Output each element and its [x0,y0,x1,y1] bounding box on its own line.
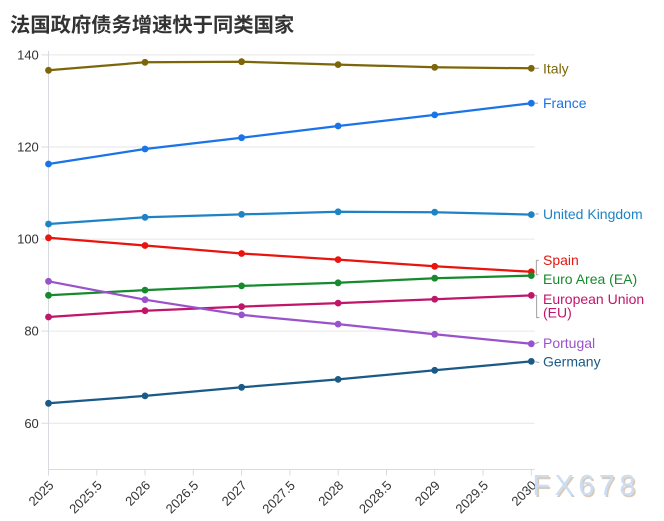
svg-text:140: 140 [17,48,39,63]
svg-text:FX678: FX678 [534,472,641,504]
svg-text:FX678: FX678 [533,470,640,502]
svg-text:Portugal: Portugal [543,335,595,351]
svg-text:Italy: Italy [543,60,569,76]
svg-text:120: 120 [17,140,39,155]
svg-text:80: 80 [24,324,38,339]
svg-text:France: France [543,95,587,111]
svg-text:Germany: Germany [543,354,601,370]
svg-text:100: 100 [17,232,39,247]
svg-text:(EU): (EU) [543,305,572,321]
svg-text:United Kingdom: United Kingdom [543,206,643,222]
svg-text:Euro Area (EA): Euro Area (EA) [543,271,637,287]
svg-text:European Union: European Union [543,291,644,307]
svg-text:Spain: Spain [543,252,579,268]
svg-text:60: 60 [24,416,38,431]
